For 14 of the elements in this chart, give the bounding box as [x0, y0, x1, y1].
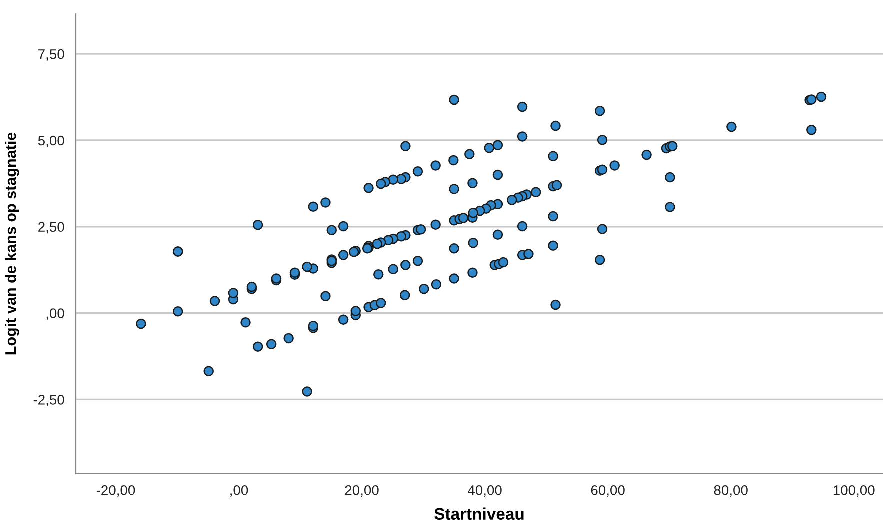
y-tick-label: 5,00 [38, 136, 64, 148]
x-tick-label: 80,00 [714, 485, 748, 497]
y-tick-label: 2,50 [38, 222, 64, 234]
x-tick-label: 20,00 [345, 485, 379, 497]
y-tick-label: ,00 [46, 308, 64, 320]
x-axis-title: Startniveau [434, 508, 524, 520]
x-tick-label: 100,00 [834, 485, 875, 497]
y-axis-title: Logit van de kans op stagnatie [5, 132, 20, 355]
y-tick-label: 7,50 [38, 49, 64, 61]
x-tick-label: -20,00 [96, 485, 136, 497]
x-tick-label: ,00 [230, 485, 248, 497]
x-tick-label: 40,00 [468, 485, 502, 497]
y-tick-label: -2,50 [34, 395, 64, 407]
x-tick-label: 60,00 [591, 485, 625, 497]
